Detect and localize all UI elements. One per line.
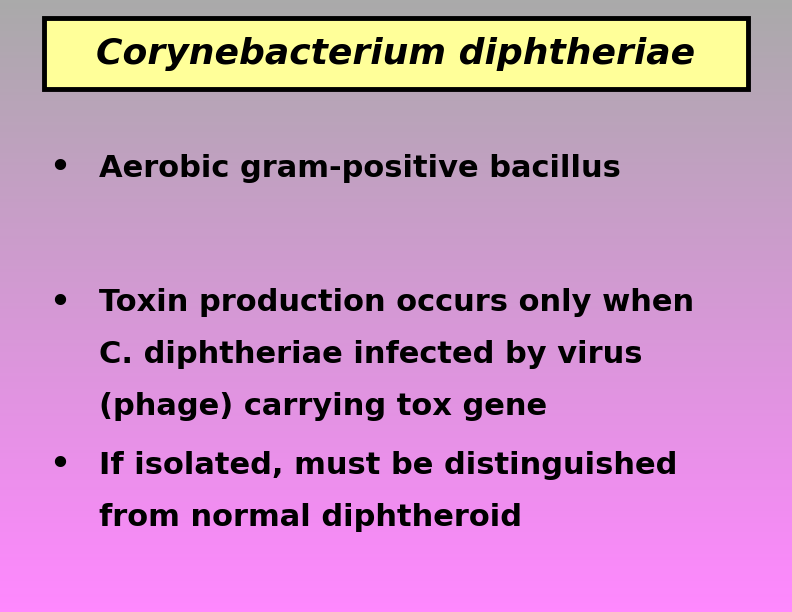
Text: •: • [48,284,71,322]
Text: •: • [48,446,71,484]
Text: •: • [48,149,71,187]
Text: C. diphtheriae infected by virus: C. diphtheriae infected by virus [99,340,642,370]
Text: from normal diphtheroid: from normal diphtheroid [99,502,522,532]
Text: Aerobic gram-positive bacillus: Aerobic gram-positive bacillus [99,154,621,183]
Text: Toxin production occurs only when: Toxin production occurs only when [99,288,694,318]
Text: If isolated, must be distinguished: If isolated, must be distinguished [99,450,677,480]
Text: (phage) carrying tox gene: (phage) carrying tox gene [99,392,547,422]
FancyBboxPatch shape [44,18,748,89]
Text: Corynebacterium diphtheriae: Corynebacterium diphtheriae [97,37,695,70]
